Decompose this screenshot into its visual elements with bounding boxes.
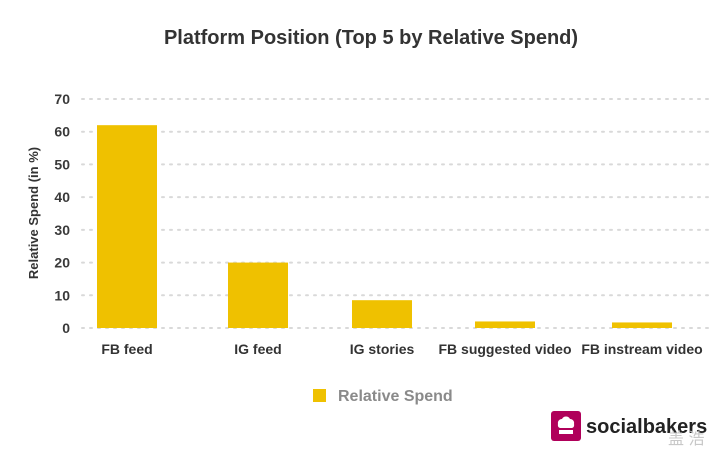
bar-fb-suggested-video: [475, 321, 535, 328]
bar-fb-instream-video: [612, 322, 672, 328]
legend-label: Relative Spend: [338, 388, 453, 405]
legend: Relative Spend: [313, 388, 453, 405]
y-tick-label: 40: [54, 189, 70, 205]
x-tick-label: FB instream video: [581, 341, 702, 357]
y-tick-label: 0: [62, 320, 70, 336]
x-tick-label: FB feed: [101, 341, 152, 357]
bar-ig-stories: [352, 300, 412, 328]
y-tick-label: 20: [54, 255, 70, 271]
x-tick-label: IG stories: [350, 341, 415, 357]
y-axis-ticks: 0 10 20 30 40 50 60 70: [54, 91, 70, 336]
x-tick-label: FB suggested video: [438, 341, 571, 357]
y-tick-label: 50: [54, 156, 70, 172]
y-axis-label: Relative Spend (in %): [26, 147, 41, 279]
watermark: 盖 浩: [668, 430, 704, 448]
x-axis-labels: FB feed IG feed IG stories FB suggested vid…: [101, 341, 702, 357]
bars: [97, 125, 672, 329]
y-tick-label: 70: [54, 91, 70, 107]
chart-title: Platform Position (Top 5 by Relative Spe…: [164, 27, 578, 49]
socialbakers-logo: socialbakers: [551, 411, 707, 441]
brand-name: socialbakers: [586, 416, 707, 438]
y-tick-label: 30: [54, 222, 70, 238]
x-tick-label: IG feed: [234, 341, 281, 357]
legend-swatch: [313, 389, 326, 402]
y-tick-label: 10: [54, 287, 70, 303]
bar-fb-feed: [97, 125, 157, 329]
bar-ig-feed: [228, 262, 288, 328]
gridlines: [81, 98, 709, 329]
chef-hat-icon: [557, 416, 575, 434]
y-tick-label: 60: [54, 124, 70, 140]
